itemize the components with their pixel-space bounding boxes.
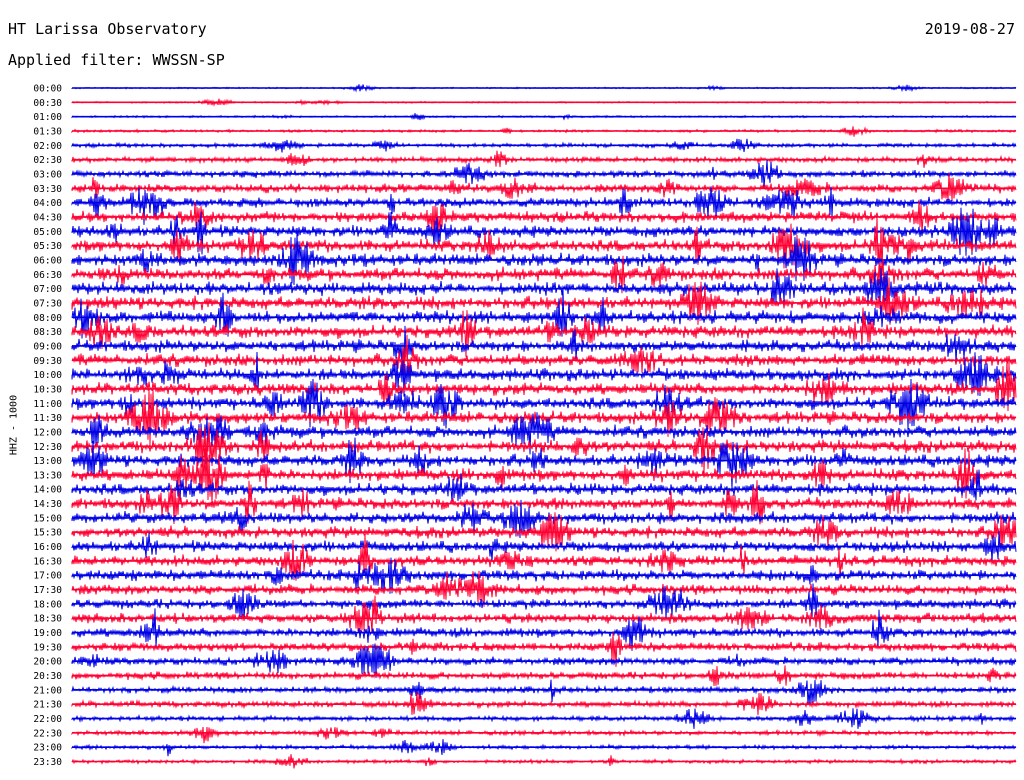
time-tick-label: 07:00 xyxy=(33,284,62,295)
time-tick-label: 07:30 xyxy=(33,298,62,309)
time-tick-label: 08:00 xyxy=(33,313,62,324)
time-tick-label: 14:00 xyxy=(33,485,62,496)
filter-label: Applied filter: WWSSN-SP xyxy=(8,51,225,69)
time-tick-label: 16:00 xyxy=(33,542,62,553)
time-tick-label: 00:00 xyxy=(33,84,62,95)
time-tick-label: 23:00 xyxy=(33,743,62,754)
time-tick-label: 04:00 xyxy=(33,198,62,209)
time-tick-label: 21:30 xyxy=(33,700,62,711)
time-labels: 00:00 00:30 01:00 01:30 02:00 02:30 03:00 03:30… xyxy=(33,84,62,769)
time-tick-label: 09:30 xyxy=(33,356,62,367)
seismic-trace-1830 xyxy=(71,595,1017,635)
seismic-trace-1700 xyxy=(71,557,1017,594)
time-tick-label: 20:30 xyxy=(33,671,62,682)
time-tick-label: 05:00 xyxy=(33,227,62,238)
time-tick-label: 19:00 xyxy=(33,628,62,639)
time-tick-label: 23:30 xyxy=(33,757,62,768)
seismic-trace-1130 xyxy=(71,388,1017,446)
seismic-trace-0630 xyxy=(71,255,1017,294)
time-tick-label: 17:00 xyxy=(33,571,62,582)
time-tick-label: 21:00 xyxy=(33,685,62,696)
time-tick-label: 03:30 xyxy=(33,184,62,195)
time-tick-label: 20:00 xyxy=(33,657,62,668)
time-tick-label: 09:00 xyxy=(33,341,62,352)
seismic-trace-2230 xyxy=(71,726,1017,744)
seismic-trace-0930 xyxy=(71,334,1017,379)
time-tick-label: 10:30 xyxy=(33,384,62,395)
time-tick-label: 10:00 xyxy=(33,370,62,381)
time-tick-label: 22:30 xyxy=(33,728,62,739)
time-tick-label: 02:30 xyxy=(33,155,62,166)
time-tick-label: 11:30 xyxy=(33,413,62,424)
time-tick-label: 05:30 xyxy=(33,241,62,252)
seismic-trace-1000 xyxy=(71,351,1017,397)
time-tick-label: 14:30 xyxy=(33,499,62,510)
time-tick-label: 01:00 xyxy=(33,112,62,123)
time-tick-label: 15:30 xyxy=(33,528,62,539)
time-tick-label: 15:00 xyxy=(33,513,62,524)
time-tick-label: 12:00 xyxy=(33,427,62,438)
time-tick-label: 19:30 xyxy=(33,642,62,653)
time-tick-label: 18:00 xyxy=(33,599,62,610)
time-tick-label: 16:30 xyxy=(33,556,62,567)
observatory-title: HT Larissa Observatory xyxy=(8,20,207,38)
time-tick-label: 13:00 xyxy=(33,456,62,467)
seismic-trace-1400 xyxy=(71,469,1017,502)
time-tick-label: 22:00 xyxy=(33,714,62,725)
time-tick-label: 08:30 xyxy=(33,327,62,338)
time-tick-label: 04:30 xyxy=(33,212,62,223)
time-tick-label: 06:30 xyxy=(33,270,62,281)
time-tick-label: 01:30 xyxy=(33,126,62,137)
time-tick-label: 06:00 xyxy=(33,255,62,266)
time-tick-label: 18:30 xyxy=(33,614,62,625)
time-tick-label: 03:00 xyxy=(33,169,62,180)
time-tick-label: 02:00 xyxy=(33,141,62,152)
time-tick-label: 13:30 xyxy=(33,470,62,481)
time-tick-label: 00:30 xyxy=(33,98,62,109)
seismic-trace-2100 xyxy=(71,679,1017,706)
trace-group xyxy=(71,84,1017,769)
time-tick-label: 11:00 xyxy=(33,399,62,410)
time-tick-label: 12:30 xyxy=(33,442,62,453)
time-tick-label: 17:30 xyxy=(33,585,62,596)
record-date: 2019-08-27 xyxy=(924,20,1015,38)
